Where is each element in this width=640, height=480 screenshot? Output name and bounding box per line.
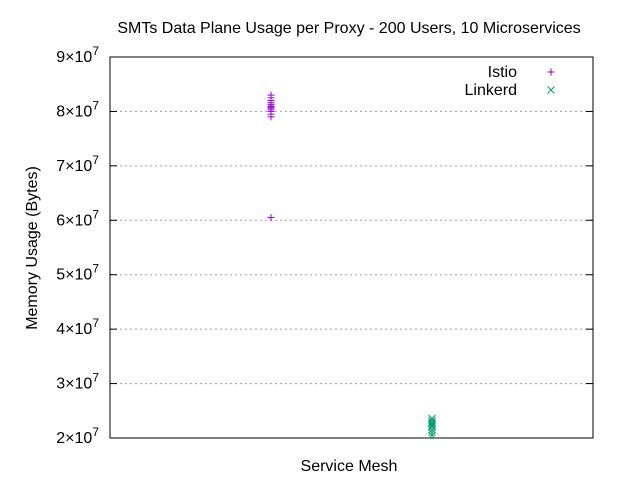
legend-label-linkerd: Linkerd (465, 82, 517, 99)
y-tick-label: 9×107 (56, 44, 99, 66)
legend-marker-symbol (547, 68, 555, 76)
data-point-linkerd (428, 416, 436, 425)
plot-frame (109, 56, 594, 439)
y-tick-label: 4×107 (56, 316, 99, 338)
legend-label-istio: Istio (488, 64, 517, 81)
y-tick-label: 5×107 (56, 262, 99, 284)
y-tick-label: 6×107 (56, 207, 99, 229)
data-points (267, 91, 436, 440)
legend-marker-symbol (547, 86, 555, 94)
data-point-linkerd (428, 431, 436, 440)
grid-lines (110, 110, 593, 385)
data-point-linkerd (428, 418, 436, 427)
legend-marker-linkerd (547, 86, 555, 94)
data-point-linkerd (428, 428, 436, 437)
legend: Istio Linkerd (465, 64, 555, 99)
data-point-istio (267, 91, 275, 99)
y-axis-label: Memory Usage (Bytes) (24, 166, 41, 330)
x-axis-label: Service Mesh (301, 458, 398, 475)
y-tick-label: 8×107 (56, 98, 99, 120)
data-point-linkerd (428, 414, 436, 423)
y-tick-label: 7×107 (56, 153, 99, 175)
y-axis-ticks: 2×107 3×107 4×107 5×107 6×107 7×107 8×107 9×107 (56, 44, 593, 447)
data-point-linkerd (428, 419, 436, 428)
data-point-istio (267, 214, 275, 222)
y-tick-label: 3×107 (56, 371, 99, 393)
y-tick-label: 2×107 (56, 425, 99, 447)
chart-title: SMTs Data Plane Usage per Proxy - 200 Us… (117, 20, 580, 37)
legend-marker-istio (547, 68, 555, 76)
